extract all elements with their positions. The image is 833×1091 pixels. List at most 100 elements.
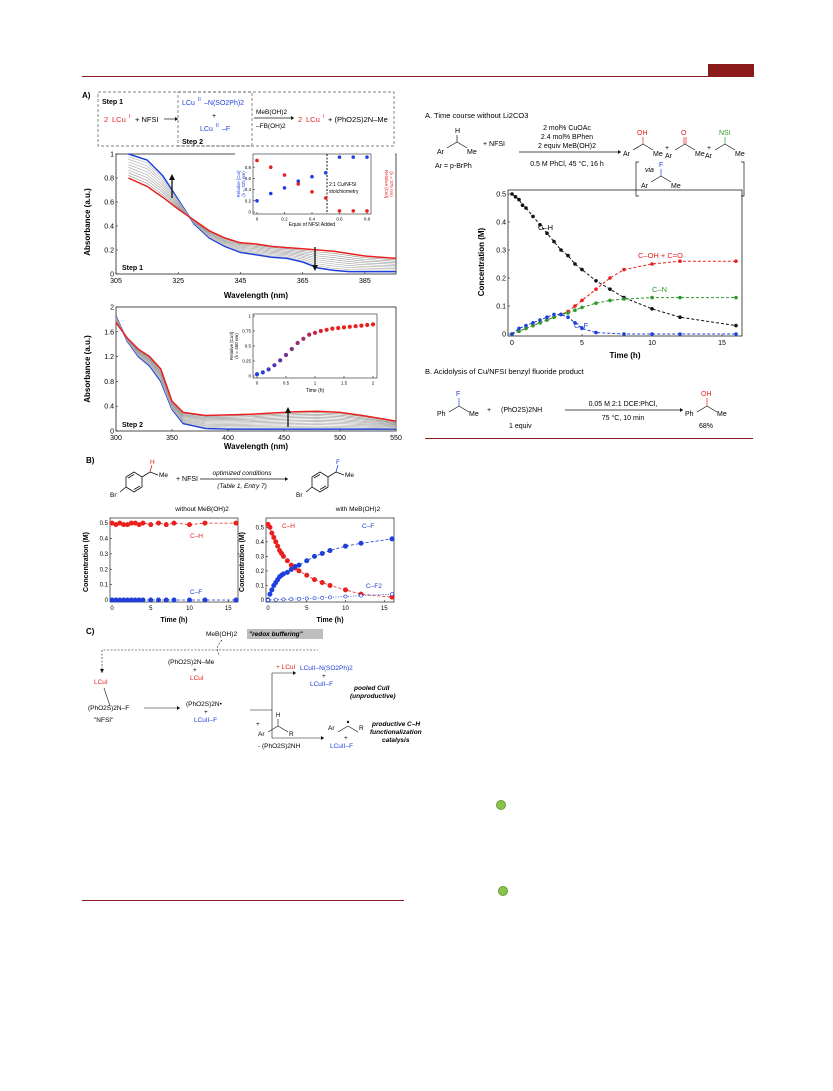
- rA-title: A. Time course without Li2CO3: [425, 111, 528, 120]
- bleft-xlabel: Time (h): [160, 617, 187, 624]
- kinetics-with-chart: Concentration (M) 0 0.1 0.2 0.3 0.4 0.5 0 5 10 15…: [239, 517, 395, 624]
- header-tab: [708, 64, 754, 77]
- data-point: [513, 195, 518, 199]
- data-point: [140, 520, 146, 526]
- tick-label: 0.3: [256, 554, 265, 560]
- panelA-label: A): [82, 91, 91, 100]
- inset2-point: [289, 346, 294, 352]
- cu2-n-sup: II: [198, 97, 201, 103]
- data-point: [552, 312, 556, 317]
- data-point: [559, 248, 563, 252]
- tick-label: 400: [222, 435, 234, 442]
- spec1-curve: [128, 153, 396, 273]
- spec2-curve: [115, 319, 397, 425]
- c-pooled-top: LCuII–N(SO2Ph)2: [300, 665, 353, 672]
- kinetics-without-chart: Concentration (M) 0 0.1 0.2 0.3 0.4 0.5 0 5 10 15…: [83, 517, 239, 624]
- panelC-label: C): [86, 627, 95, 636]
- rA-me4: Me: [671, 183, 681, 190]
- inset2-point: [278, 358, 283, 363]
- data-point: [275, 543, 281, 549]
- rA-lab-ch: C–H: [538, 223, 553, 232]
- tick-label: 0.5: [283, 381, 290, 386]
- tick-label: 10: [186, 606, 193, 612]
- spec2-curve: [115, 316, 397, 429]
- data-point: [552, 239, 556, 244]
- bleft-ch: C–H: [190, 533, 203, 540]
- data-point: [304, 596, 309, 601]
- panelB-arrow-bottom: (Table 1, Entry 7): [217, 483, 267, 490]
- tick-label: 0.2: [496, 275, 506, 282]
- c-prod-label3: catalysis: [382, 737, 410, 744]
- rA-ar1: Ar: [623, 151, 631, 158]
- data-point: [312, 577, 318, 583]
- data-point: [327, 548, 333, 554]
- data-point: [284, 569, 290, 575]
- data-point: [269, 530, 275, 536]
- inset1-point: [337, 155, 342, 159]
- data-point: [734, 259, 738, 263]
- green-dot-2[interactable]: [498, 886, 508, 896]
- rA-via: via: [645, 167, 654, 174]
- tick-label: 500: [334, 435, 346, 442]
- inset2-point: [272, 363, 277, 368]
- data-point: [267, 524, 273, 530]
- tick-label: 0.2: [256, 569, 265, 575]
- right-panelB-scheme: B. Acidolysis of Cu/NFSI benzyl fluoride…: [425, 367, 727, 430]
- bright-ch: C–H: [282, 523, 295, 530]
- rA-ar3: Ar: [705, 153, 713, 160]
- data-point: [171, 520, 177, 526]
- spec2-xlabel: Wavelength (nm): [224, 442, 288, 451]
- data-point: [171, 597, 177, 603]
- inset2-point: [370, 322, 376, 327]
- spec2-curves: [115, 315, 397, 430]
- data-point: [233, 597, 239, 603]
- data-point: [622, 267, 626, 272]
- data-point: [187, 597, 193, 603]
- inset2-point: [336, 325, 341, 331]
- data-point: [389, 536, 395, 542]
- panelB-br: Br: [110, 492, 117, 499]
- rA-cond2: 2.4 mol% BPhen: [541, 134, 593, 141]
- inset1-point: [296, 179, 301, 183]
- bright-ylabel: Concentration (M): [239, 532, 246, 592]
- data-point: [312, 596, 317, 601]
- data-point: [288, 566, 294, 572]
- inset1-points: [255, 155, 369, 213]
- inset2-ticks: 0 0.5 1 1.5 2 0 0.25 0.5 0.75 1: [242, 314, 375, 386]
- data-point: [390, 592, 394, 597]
- tick-label: 0: [248, 374, 251, 379]
- data-point: [517, 197, 521, 202]
- reagent-bottom: –FB(OH)2: [256, 123, 286, 130]
- tick-label: 15: [718, 340, 726, 347]
- data-point: [328, 595, 332, 600]
- tick-label: 0: [248, 210, 251, 215]
- rB-ph2: Ph: [685, 411, 694, 418]
- data-point: [622, 297, 626, 301]
- data-point: [538, 318, 542, 322]
- inset1-point: [282, 173, 287, 177]
- spec1-step: Step 1: [122, 265, 143, 272]
- data-point: [163, 597, 169, 603]
- tick-label: 0: [266, 606, 270, 612]
- cu2-n-tail: –N(SO2Ph)2: [204, 100, 244, 107]
- tick-label: 300: [110, 435, 122, 442]
- c-nme: (PhO2S)2N–Me: [168, 659, 215, 666]
- rA-lab-cohco: C–OH + C=O: [638, 251, 683, 260]
- rA-h: H: [455, 128, 460, 135]
- tick-label: 0.6: [245, 176, 252, 181]
- inset2-point: [301, 336, 306, 341]
- rB-title: B. Acidolysis of Cu/NFSI benzyl fluoride…: [425, 367, 585, 376]
- spec1-curve: [128, 175, 397, 261]
- data-point: [524, 323, 528, 328]
- data-point: [678, 295, 682, 300]
- spec1-curve: [128, 167, 397, 265]
- green-dot-1[interactable]: [496, 800, 506, 810]
- inset1-point: [310, 174, 314, 179]
- rA-me1: Me: [653, 151, 663, 158]
- data-point: [538, 223, 542, 227]
- inset1-ylabel-right2: (λ = 375 nm): [389, 171, 394, 197]
- c-r: R: [289, 731, 294, 738]
- tick-label: 0.5: [496, 191, 506, 198]
- data-point: [531, 323, 535, 328]
- c-plus-lcu: + LCuI: [276, 664, 296, 671]
